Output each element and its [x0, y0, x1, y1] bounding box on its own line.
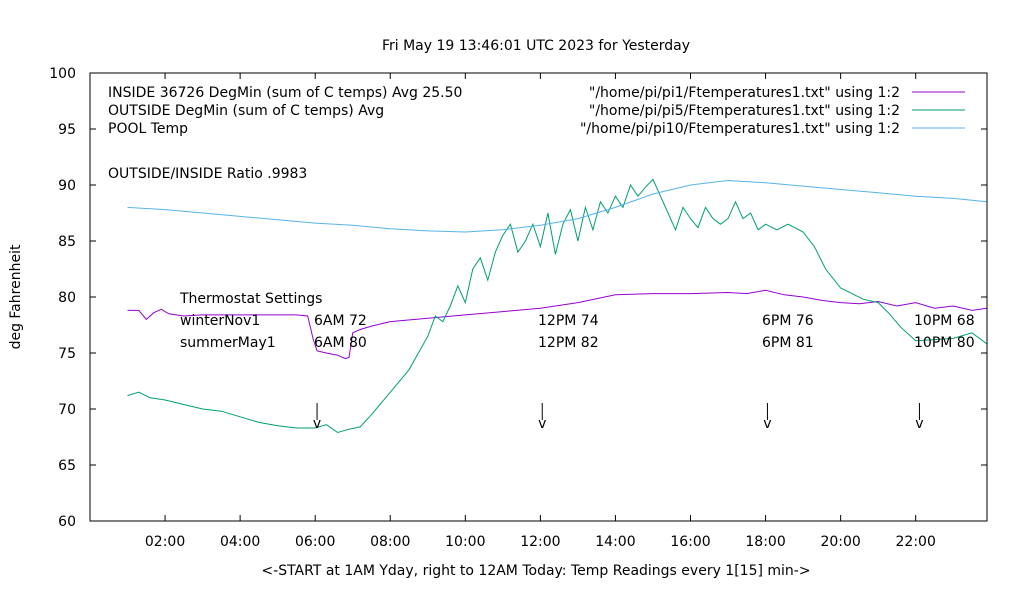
- y-tick-label: 90: [58, 178, 76, 194]
- thermostat-setting: 6AM 80: [314, 335, 367, 351]
- legend-entry-label: INSIDE 36726 DegMin (sum of C temps) Avg…: [108, 85, 462, 101]
- annotation-layer: OUTSIDE/INSIDE Ratio .9983 Thermostat Set…: [108, 166, 975, 432]
- y-tick-label: 100: [49, 66, 76, 82]
- x-tick-label: 20:00: [820, 534, 860, 550]
- x-tick-label: 18:00: [745, 534, 785, 550]
- x-tick-label: 02:00: [145, 534, 185, 550]
- plot-frame: [89, 72, 988, 522]
- thermostat-row-label: summerMay1: [180, 335, 276, 351]
- legend-entry-source: "/home/pi/pi10/Ftemperatures1.txt" using…: [580, 121, 900, 137]
- series-layer: [127, 178, 988, 434]
- series-line-2: [127, 178, 988, 434]
- y-tick-label: 70: [58, 402, 76, 418]
- y-tick-label: 60: [58, 514, 76, 530]
- chart-title: Fri May 19 13:46:01 UTC 2023 for Yesterd…: [382, 38, 690, 54]
- y-axis-label: deg Fahrenheit: [8, 244, 24, 349]
- ratio-text: OUTSIDE/INSIDE Ratio .9983: [108, 166, 307, 182]
- x-tick-label: 12:00: [520, 534, 560, 550]
- y-tick-label: 80: [58, 290, 76, 306]
- legend-entry-source: "/home/pi/pi1/Ftemperatures1.txt" using …: [589, 85, 900, 101]
- x-tick-label: 08:00: [370, 534, 410, 550]
- thermostat-setting: 6PM 81: [762, 335, 814, 351]
- time-marker-glyph: v: [915, 416, 923, 432]
- y-tick-label: 75: [58, 346, 76, 362]
- x-axis-label: <-START at 1AM Yday, right to 12AM Today…: [261, 563, 810, 579]
- y-tick-label: 65: [58, 458, 76, 474]
- series-line-1: [127, 289, 988, 360]
- thermostat-setting: 6PM 76: [762, 313, 814, 329]
- legend-entry-label: OUTSIDE DegMin (sum of C temps) Avg: [108, 103, 384, 119]
- legend-entry-label: POOL Temp: [108, 121, 188, 137]
- thermostat-setting: 12PM 82: [538, 335, 599, 351]
- series-line-3: [127, 179, 988, 233]
- thermostat-row-label: winterNov1: [180, 313, 260, 329]
- thermostat-title: Thermostat Settings: [179, 291, 322, 307]
- x-tick-label: 22:00: [896, 534, 936, 550]
- thermostat-setting: 10PM 80: [914, 335, 975, 351]
- x-tick-label: 16:00: [670, 534, 710, 550]
- axes: 60 65 70 75 80 85 90 95 100 02:00 04:00 06:00 08:00 1…: [49, 66, 987, 550]
- y-tick-label: 95: [58, 122, 76, 138]
- thermostat-setting: 10PM 68: [914, 313, 975, 329]
- time-marker-glyph: v: [313, 416, 321, 432]
- legend-entry-source: "/home/pi/pi5/Ftemperatures1.txt" using …: [589, 103, 900, 119]
- x-tick-label: 06:00: [295, 534, 335, 550]
- legend: INSIDE 36726 DegMin (sum of C temps) Avg…: [108, 85, 965, 137]
- thermostat-setting: 6AM 72: [314, 313, 367, 329]
- time-marker-glyph: v: [763, 416, 771, 432]
- thermostat-setting: 12PM 74: [538, 313, 599, 329]
- time-marker-glyph: v: [538, 416, 546, 432]
- x-tick-label: 10:00: [445, 534, 485, 550]
- y-tick-label: 85: [58, 234, 76, 250]
- x-tick-label: 04:00: [220, 534, 260, 550]
- x-tick-label: 14:00: [595, 534, 635, 550]
